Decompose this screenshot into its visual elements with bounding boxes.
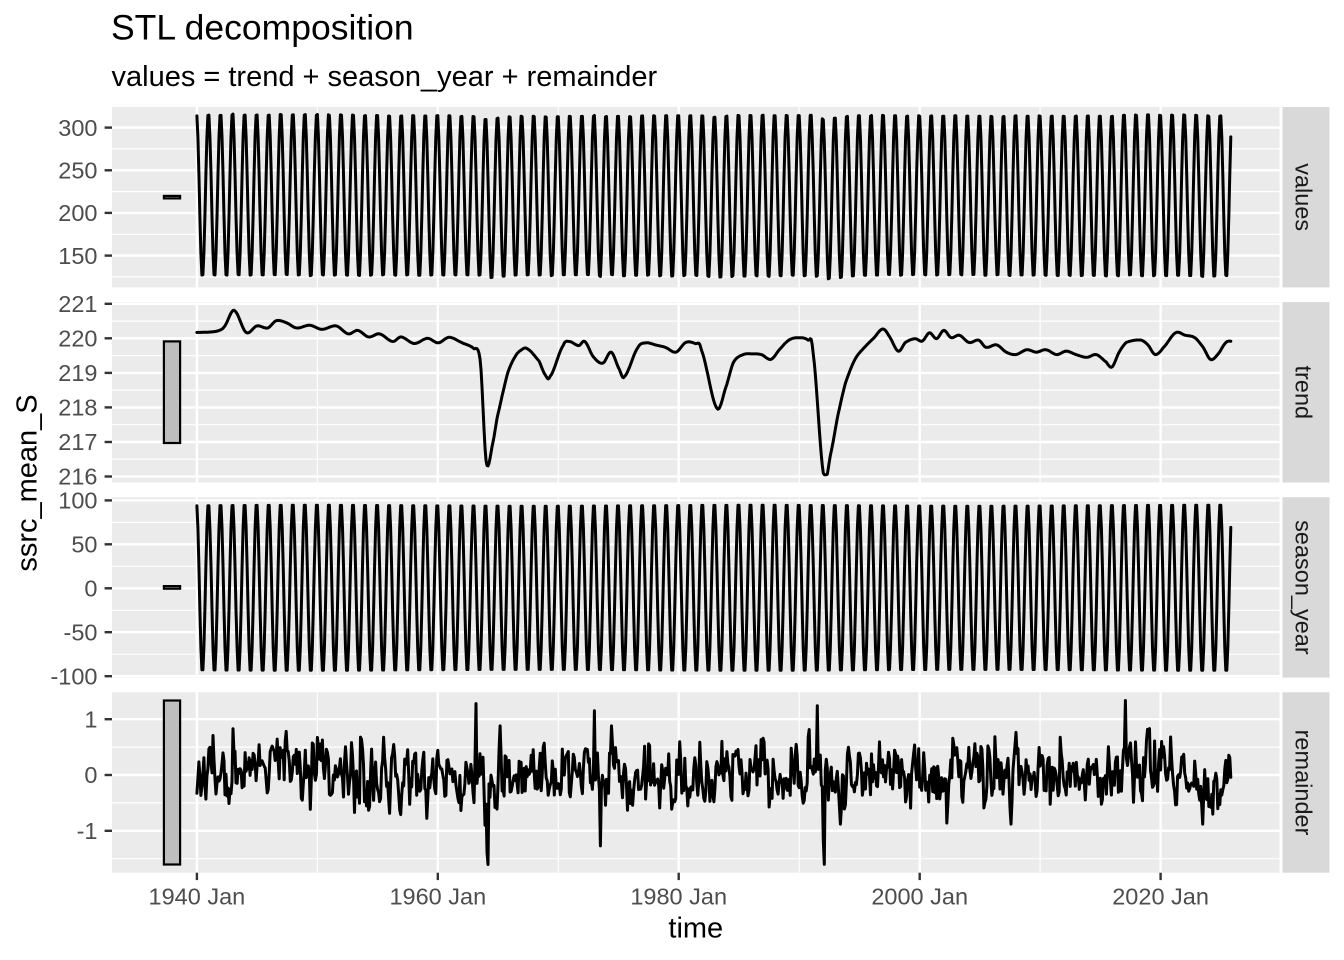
svg-text:250: 250: [58, 158, 97, 184]
svg-text:-100: -100: [50, 663, 97, 689]
svg-text:200: 200: [58, 200, 97, 226]
svg-text:0: 0: [84, 762, 97, 788]
svg-text:trend: trend: [1291, 366, 1317, 420]
svg-text:STL decomposition: STL decomposition: [111, 8, 414, 48]
svg-text:50: 50: [71, 532, 97, 558]
svg-text:time: time: [668, 913, 723, 945]
svg-text:remainder: remainder: [1291, 730, 1317, 836]
svg-text:2020 Jan: 2020 Jan: [1112, 884, 1209, 910]
svg-text:1940 Jan: 1940 Jan: [149, 884, 246, 910]
svg-text:1980 Jan: 1980 Jan: [630, 884, 727, 910]
svg-text:1960 Jan: 1960 Jan: [389, 884, 486, 910]
svg-text:219: 219: [58, 360, 97, 386]
svg-text:220: 220: [58, 326, 97, 352]
svg-text:216: 216: [58, 464, 97, 490]
svg-text:217: 217: [58, 429, 97, 455]
svg-text:ssrc_mean_S: ssrc_mean_S: [12, 394, 44, 571]
svg-text:values: values: [1291, 163, 1317, 231]
svg-text:season_year: season_year: [1291, 520, 1317, 655]
svg-text:0: 0: [84, 576, 97, 602]
svg-text:100: 100: [58, 488, 97, 514]
svg-text:-1: -1: [77, 818, 98, 844]
svg-text:300: 300: [58, 115, 97, 141]
svg-text:values = trend + season_year +: values = trend + season_year + remainder: [112, 61, 658, 93]
svg-text:218: 218: [58, 395, 97, 421]
svg-text:2000 Jan: 2000 Jan: [871, 884, 968, 910]
svg-text:1: 1: [84, 706, 97, 732]
svg-text:150: 150: [58, 243, 97, 269]
svg-text:-50: -50: [64, 620, 98, 646]
svg-text:221: 221: [58, 291, 97, 317]
